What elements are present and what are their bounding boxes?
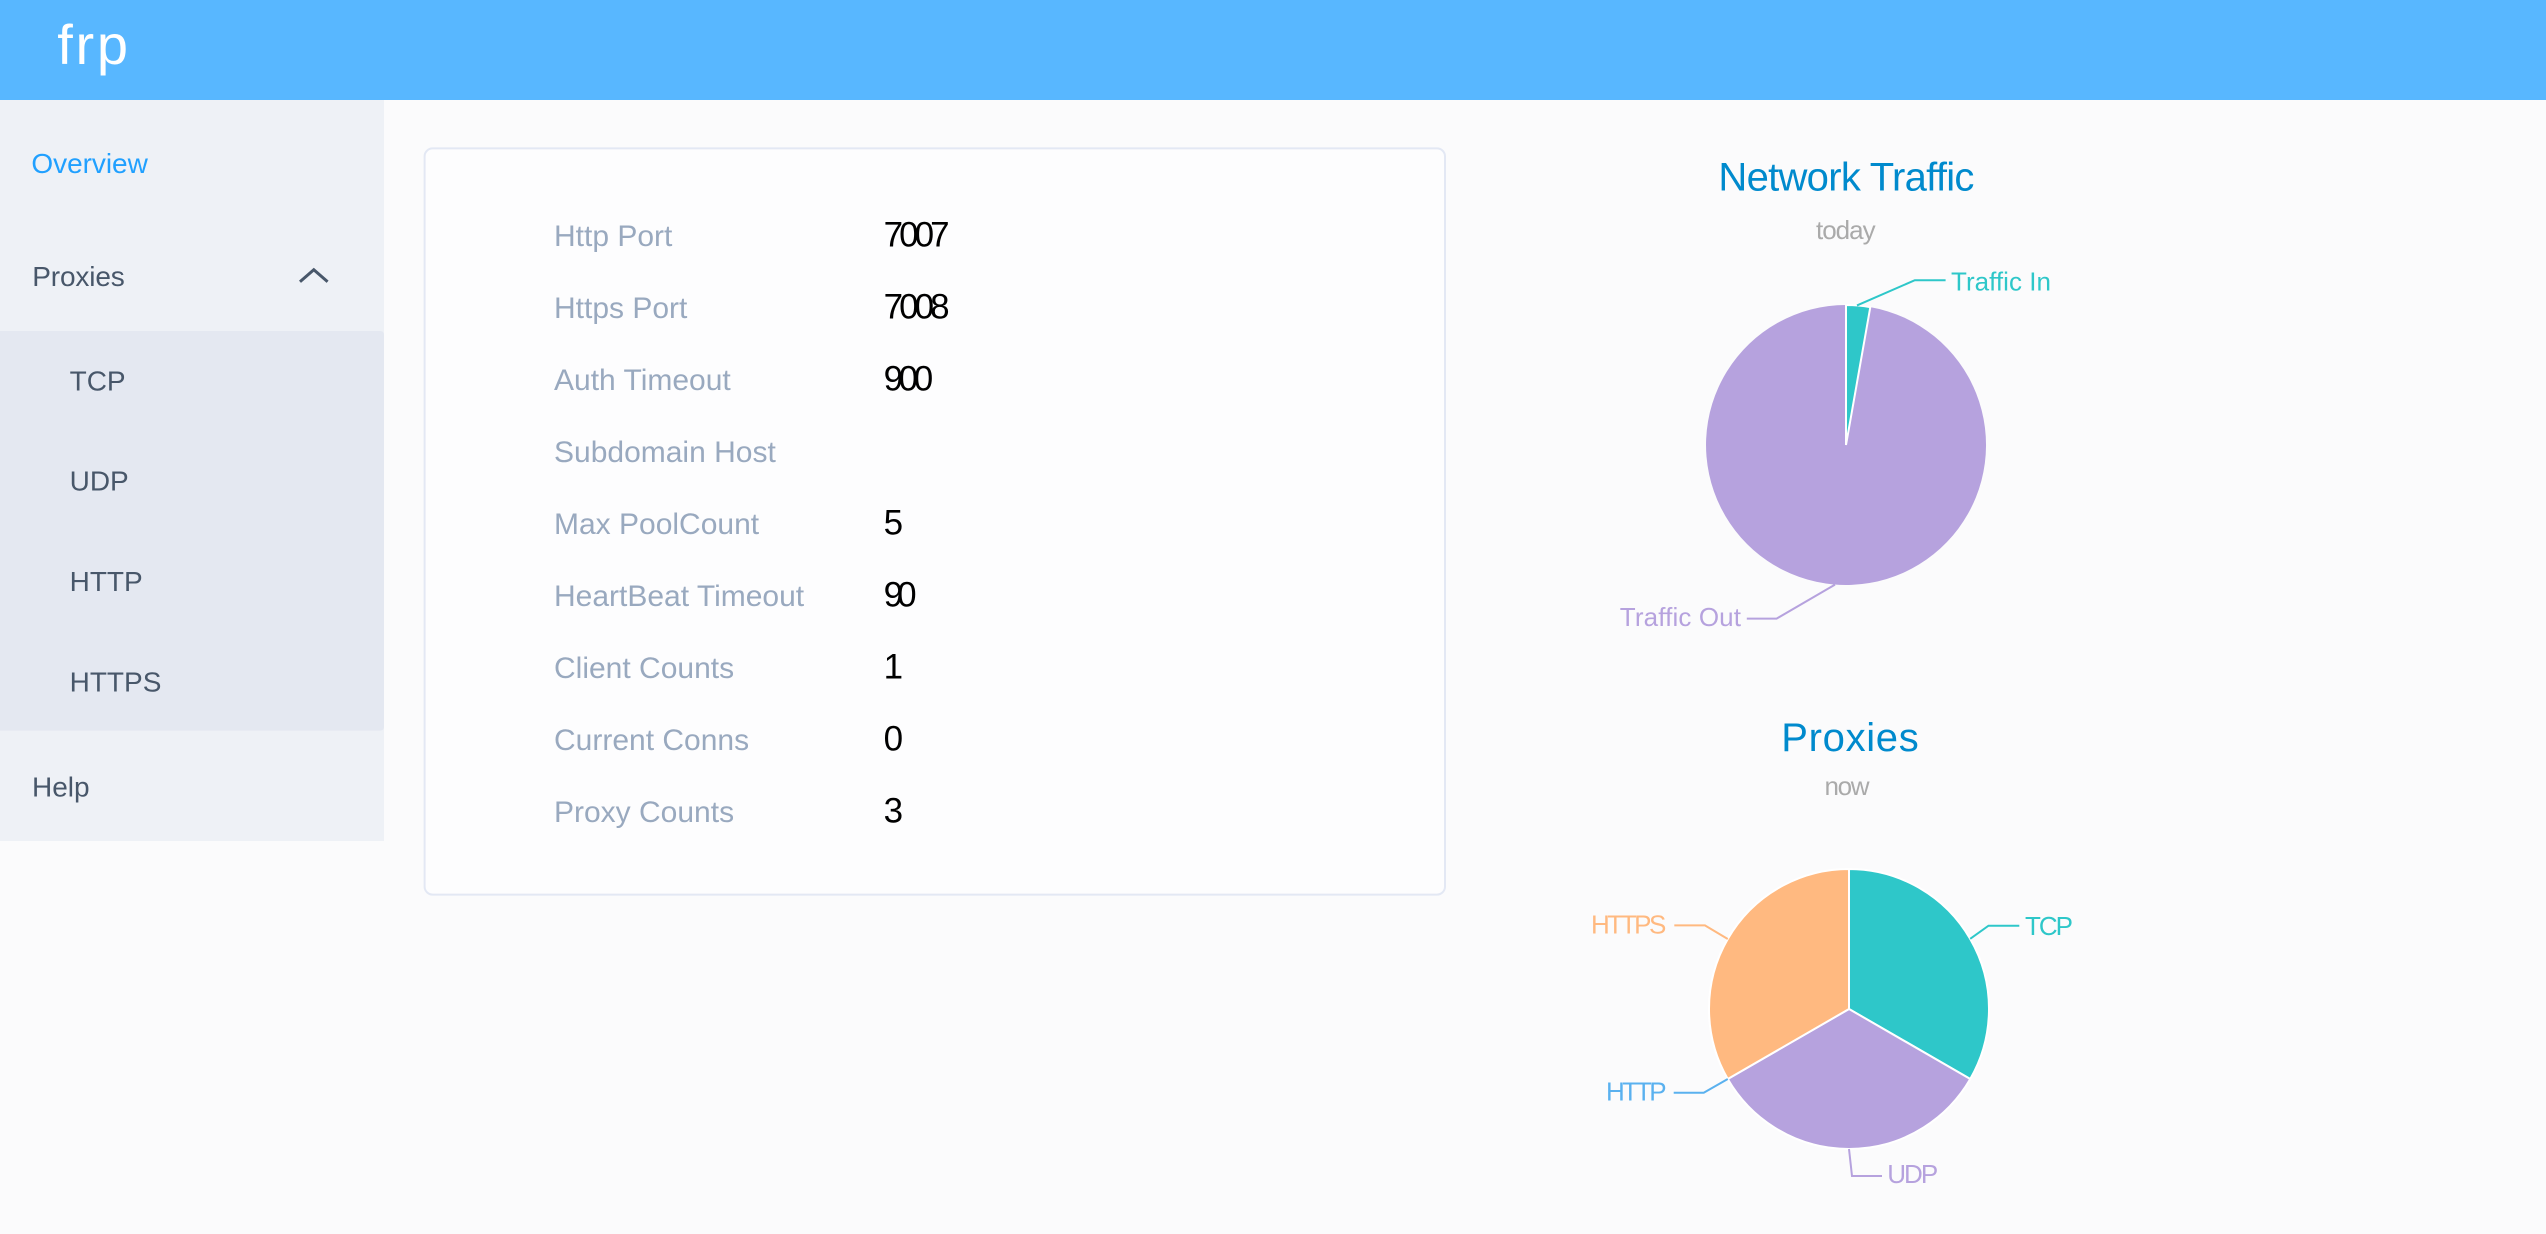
svg-text:HTTPS: HTTPS xyxy=(1591,910,1666,940)
svg-text:Traffic In: Traffic In xyxy=(1951,266,2051,296)
svg-text:Proxies: Proxies xyxy=(32,261,125,292)
svg-text:90: 90 xyxy=(884,576,917,615)
svg-text:Traffic Out: Traffic Out xyxy=(1620,602,1742,632)
svg-text:Auth Timeout: Auth Timeout xyxy=(554,364,731,397)
svg-text:Client Counts: Client Counts xyxy=(554,652,734,685)
svg-text:Overview: Overview xyxy=(31,148,148,179)
svg-text:HTTP: HTTP xyxy=(70,566,143,597)
svg-text:today: today xyxy=(1816,215,1876,245)
svg-text:HeartBeat Timeout: HeartBeat Timeout xyxy=(554,580,805,613)
svg-text:5: 5 xyxy=(884,504,903,543)
svg-text:Http Port: Http Port xyxy=(554,220,673,253)
svg-text:Https Port: Https Port xyxy=(554,292,688,325)
svg-text:frp: frp xyxy=(57,13,128,76)
svg-text:Proxies: Proxies xyxy=(1781,716,1918,760)
svg-text:Max PoolCount: Max PoolCount xyxy=(554,508,760,541)
svg-text:HTTP: HTTP xyxy=(1606,1077,1667,1107)
svg-text:Help: Help xyxy=(32,772,90,803)
svg-text:0: 0 xyxy=(884,720,903,759)
svg-text:Proxy Counts: Proxy Counts xyxy=(554,796,734,829)
svg-text:now: now xyxy=(1825,771,1870,801)
svg-text:Network Traffic: Network Traffic xyxy=(1718,156,1974,200)
svg-text:7008: 7008 xyxy=(884,288,950,327)
svg-text:3: 3 xyxy=(884,792,903,831)
svg-text:TCP: TCP xyxy=(70,365,126,396)
svg-text:1: 1 xyxy=(884,648,903,687)
svg-text:900: 900 xyxy=(884,360,934,399)
svg-text:UDP: UDP xyxy=(1887,1159,1938,1189)
svg-text:UDP: UDP xyxy=(70,466,129,497)
svg-text:7007: 7007 xyxy=(884,216,950,255)
svg-text:HTTPS: HTTPS xyxy=(70,666,162,697)
svg-text:Current Conns: Current Conns xyxy=(554,724,749,757)
svg-text:Subdomain Host: Subdomain Host xyxy=(554,436,776,469)
svg-text:TCP: TCP xyxy=(2025,911,2073,941)
